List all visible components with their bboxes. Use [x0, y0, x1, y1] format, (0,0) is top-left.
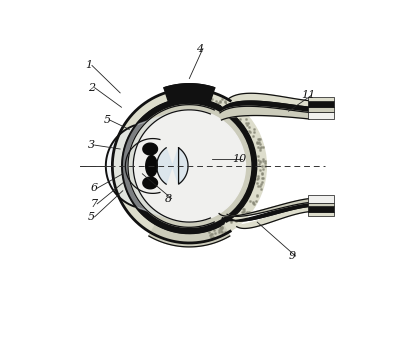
Polygon shape: [149, 222, 230, 247]
Polygon shape: [219, 199, 310, 216]
Bar: [308, 97, 334, 101]
Circle shape: [122, 99, 257, 233]
Circle shape: [133, 110, 246, 222]
Text: 1: 1: [85, 60, 92, 71]
Polygon shape: [164, 84, 215, 102]
Text: 5: 5: [88, 212, 95, 222]
Text: 9: 9: [289, 251, 296, 261]
Polygon shape: [225, 206, 310, 228]
Polygon shape: [106, 113, 170, 219]
Bar: [308, 101, 334, 107]
Text: 4: 4: [196, 43, 203, 54]
Circle shape: [133, 110, 246, 222]
Polygon shape: [157, 148, 188, 184]
Bar: [308, 113, 334, 119]
Polygon shape: [220, 106, 310, 120]
Text: 8: 8: [165, 194, 172, 204]
Polygon shape: [222, 202, 310, 221]
Text: 6: 6: [90, 183, 98, 193]
Polygon shape: [228, 93, 310, 111]
Circle shape: [128, 105, 251, 227]
Text: 10: 10: [232, 155, 246, 164]
Text: 2: 2: [88, 83, 95, 93]
Text: 11: 11: [301, 91, 315, 100]
Bar: [308, 206, 334, 212]
Text: 3: 3: [88, 140, 95, 150]
Circle shape: [112, 89, 266, 243]
Text: 5: 5: [104, 115, 111, 125]
Polygon shape: [223, 101, 310, 116]
Text: 7: 7: [90, 199, 98, 209]
Polygon shape: [143, 177, 158, 189]
Bar: [308, 212, 334, 216]
Bar: [308, 195, 334, 202]
Bar: [308, 107, 334, 113]
Polygon shape: [143, 143, 158, 155]
Polygon shape: [146, 156, 157, 176]
Bar: [308, 202, 334, 206]
